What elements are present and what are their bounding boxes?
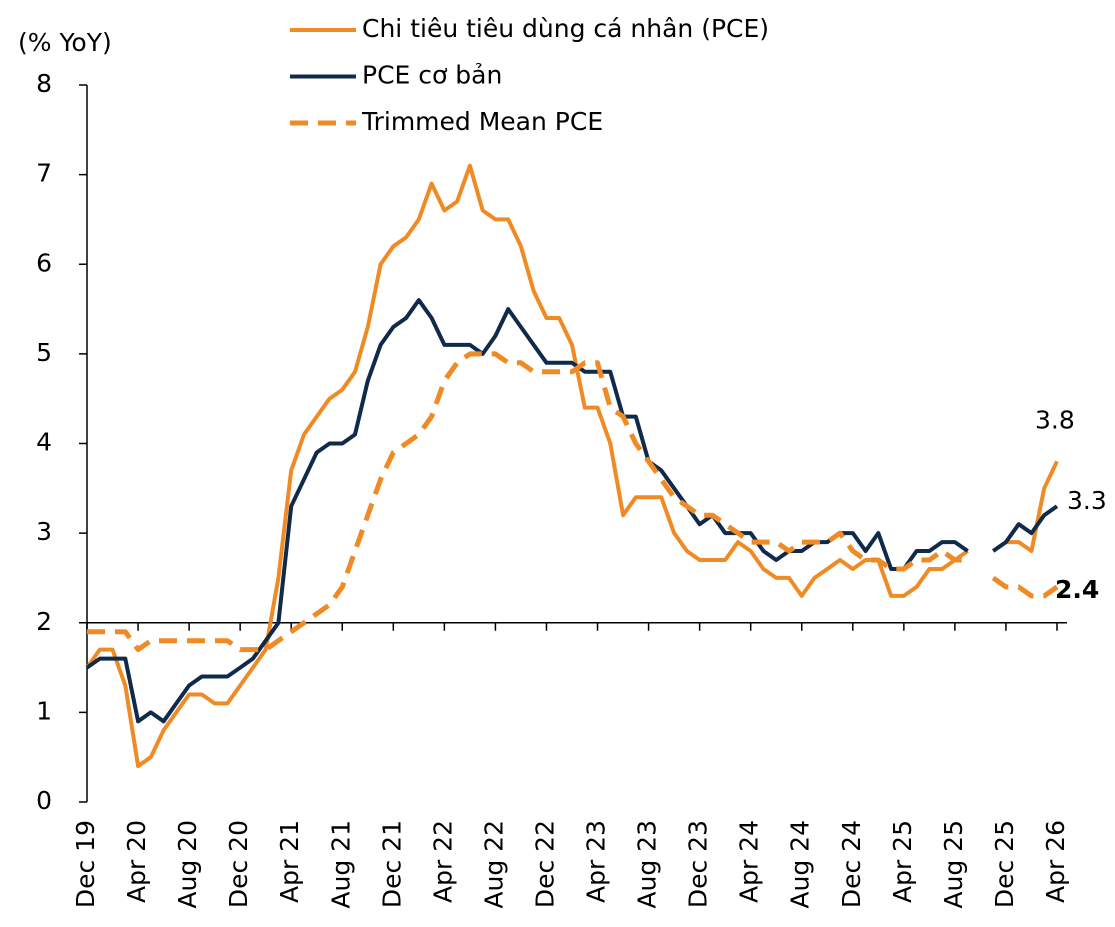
x-tick-label: Apr 25 — [888, 820, 917, 903]
y-tick-label: 7 — [36, 159, 52, 188]
legend-label: PCE cơ bản — [362, 61, 502, 90]
y-tick-label: 6 — [36, 248, 52, 277]
end-label: 3.8 — [1035, 405, 1075, 434]
x-tick-label: Dec 19 — [71, 820, 100, 908]
end-label: 2.4 — [1055, 575, 1099, 604]
y-tick-label: 3 — [36, 517, 52, 546]
x-tick-label: Dec 24 — [837, 820, 866, 908]
x-tick-label: Dec 20 — [224, 820, 253, 908]
y-axis-label: (% YoY) — [18, 28, 112, 57]
x-tick-label: Apr 20 — [122, 820, 151, 903]
x-tick-label: Aug 20 — [173, 820, 202, 909]
y-tick-label: 4 — [36, 428, 52, 457]
series-line — [85, 298, 1059, 724]
x-tick-label: Apr 24 — [735, 820, 764, 903]
x-tick-label: Aug 21 — [326, 820, 355, 909]
y-tick-label: 1 — [36, 696, 52, 725]
x-tick-label: Aug 24 — [786, 820, 815, 909]
x-tick-label: Aug 25 — [939, 820, 968, 909]
legend-label: Trimmed Mean PCE — [361, 107, 603, 136]
series-line — [85, 163, 1059, 769]
y-tick-label: 2 — [36, 607, 52, 636]
x-tick-label: Apr 23 — [582, 820, 611, 903]
end-label: 3.3 — [1067, 486, 1107, 515]
x-tick-label: Dec 22 — [530, 820, 559, 908]
x-tick-label: Aug 23 — [633, 820, 662, 909]
series-line — [87, 351, 1059, 653]
x-tick-label: Apr 22 — [428, 820, 457, 903]
x-tick-label: Apr 26 — [1041, 820, 1070, 903]
x-tick-label: Dec 21 — [377, 820, 406, 908]
x-tick-label: Aug 22 — [479, 820, 508, 909]
y-tick-label: 8 — [36, 69, 52, 98]
y-tick-label: 5 — [36, 338, 52, 367]
x-tick-label: Apr 21 — [275, 820, 304, 903]
x-tick-label: Dec 25 — [990, 820, 1019, 908]
y-tick-label: 0 — [36, 786, 52, 815]
x-tick-label: Dec 23 — [684, 820, 713, 908]
legend-label: Chi tiêu tiêu dùng cá nhân (PCE) — [362, 14, 769, 43]
